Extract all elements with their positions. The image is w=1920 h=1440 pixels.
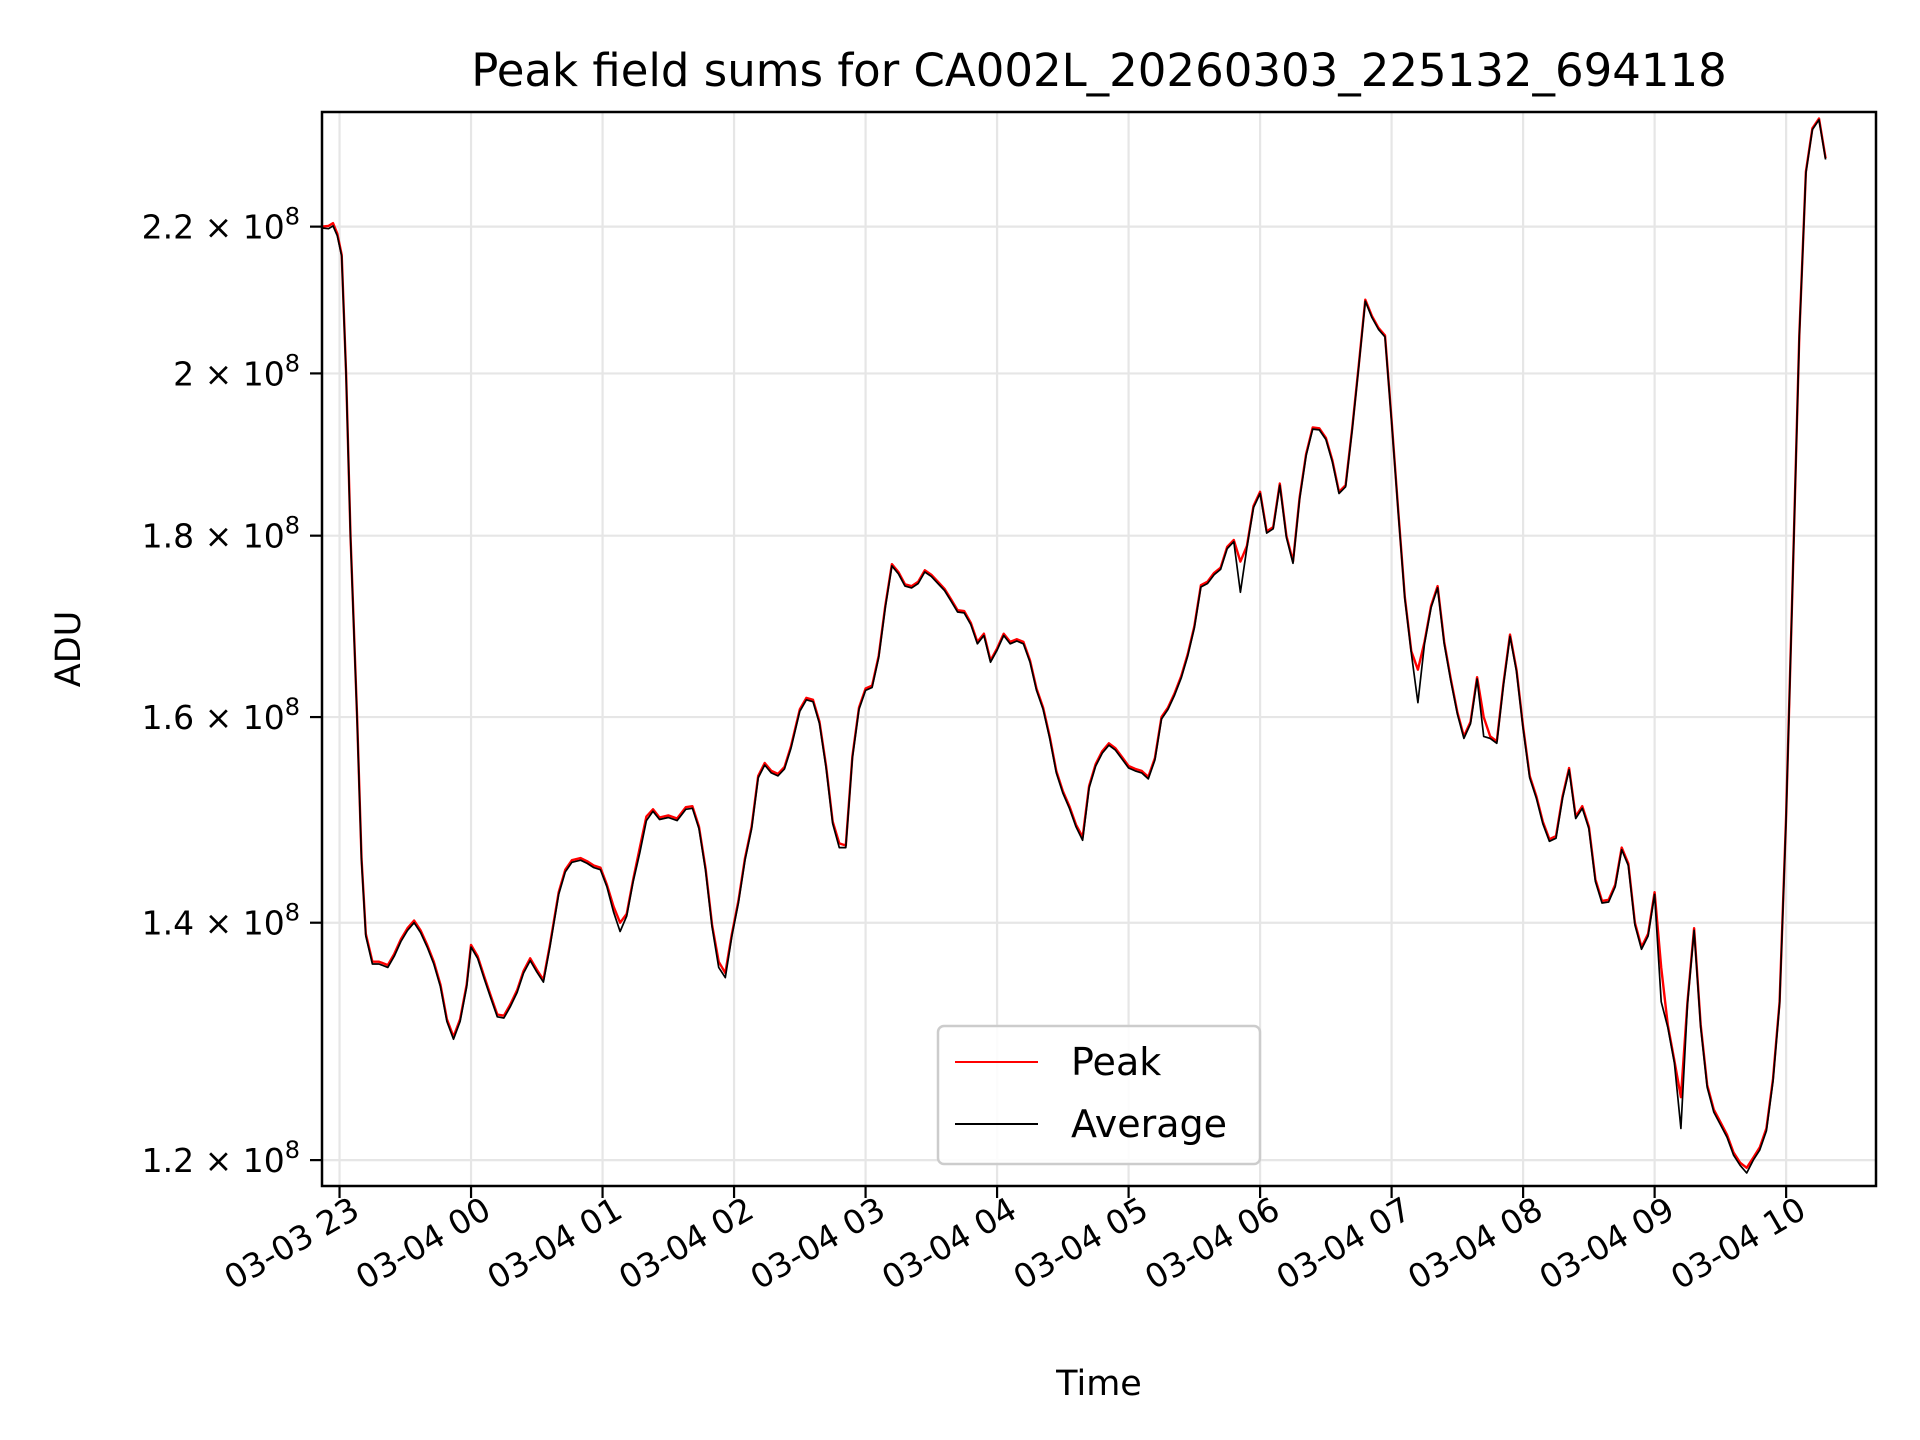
chart-title: Peak field sums for CA002L_20260303_2251… <box>471 44 1727 97</box>
y-tick-label: 2.2 × 108 <box>142 203 300 247</box>
series-line-average <box>322 118 1827 1174</box>
series-layer <box>322 117 1827 1174</box>
y-tick-label: 1.2 × 108 <box>142 1136 300 1180</box>
legend: Peak Average <box>936 1024 1262 1166</box>
legend-box <box>936 1024 1262 1166</box>
y-tick-label: 1.6 × 108 <box>142 693 300 737</box>
grid <box>322 112 1876 1186</box>
y-axis: 1.2 × 108 1.4 × 108 1.6 × 108 1.8 × 108 2 × … <box>142 203 322 1180</box>
plot-frame <box>320 110 1878 1188</box>
y-tick-label: 2 × 108 <box>173 349 300 393</box>
x-axis-label: Time <box>1055 1364 1142 1404</box>
y-axis-label: ADU <box>49 611 89 688</box>
y-tick-label: 1.4 × 108 <box>142 899 300 943</box>
legend-label-average: Average <box>1071 1102 1227 1146</box>
y-tick-label: 1.8 × 108 <box>142 512 300 556</box>
legend-label-peak: Peak <box>1071 1040 1161 1084</box>
